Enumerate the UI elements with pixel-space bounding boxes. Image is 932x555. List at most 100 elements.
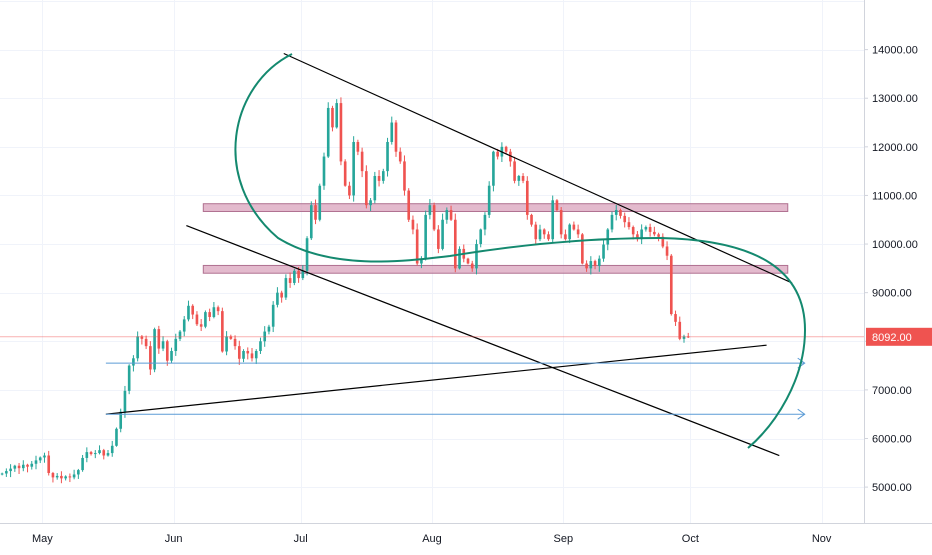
candle (470, 260, 474, 272)
candle-body (77, 470, 80, 475)
candle-body (458, 248, 461, 269)
candle (98, 445, 101, 455)
price-tick-label: 13000.00 (872, 93, 918, 105)
candle-body (47, 455, 51, 474)
candle (13, 464, 17, 472)
candle (153, 327, 156, 373)
candle (5, 468, 8, 477)
candle-body (509, 151, 512, 162)
candle (492, 150, 495, 192)
candle (21, 460, 25, 472)
candle (390, 116, 394, 145)
ascending-support-trendline[interactable] (105, 344, 767, 415)
candle (72, 469, 76, 480)
candle-body (93, 453, 97, 455)
candle (314, 199, 317, 225)
curve-layer (234, 53, 807, 449)
candle (182, 316, 186, 337)
candle (318, 183, 322, 222)
candle-body (144, 338, 148, 347)
candle (475, 239, 478, 275)
candle (686, 332, 690, 338)
candle (483, 212, 487, 236)
candle (517, 174, 521, 186)
candle-body (331, 107, 334, 128)
support-zone-drawing[interactable] (202, 264, 789, 274)
candle-body (263, 331, 267, 342)
time-axis[interactable]: May Jun Jul Aug Sep Oct Nov (0, 523, 932, 546)
candle (305, 236, 309, 276)
candle (619, 208, 622, 219)
candle-body (521, 176, 525, 181)
time-tick-label: Nov (812, 533, 832, 545)
candle-body (678, 321, 682, 339)
candle-body (174, 338, 178, 351)
candle (178, 330, 182, 341)
candle-body (610, 214, 614, 230)
candle-body (589, 261, 593, 269)
candle (68, 473, 72, 483)
candle (335, 99, 339, 129)
candle (627, 217, 631, 230)
candle-body (441, 219, 444, 249)
descending-lower-trendline[interactable] (186, 225, 780, 457)
candle-body (564, 234, 567, 240)
candle (140, 335, 144, 345)
candle (38, 456, 42, 464)
candle-body (572, 224, 576, 230)
candle (644, 225, 648, 232)
arrowhead-icon (797, 408, 806, 420)
candle-body (602, 244, 605, 259)
candle-body (322, 156, 326, 186)
candle-body (644, 227, 648, 230)
candle-body (394, 122, 398, 152)
candle (165, 339, 169, 366)
candle (293, 268, 296, 286)
candle-body (326, 107, 330, 157)
candle (610, 211, 614, 233)
candle-body (136, 336, 139, 359)
candle-body (89, 452, 93, 455)
candle-body (195, 314, 199, 325)
candle-body (140, 336, 144, 339)
candle (326, 102, 330, 158)
candle-body (43, 455, 46, 458)
candle-body (288, 278, 292, 283)
candle-body (271, 304, 275, 327)
candle (585, 260, 588, 272)
candle (237, 340, 241, 365)
resistance-zone-drawing[interactable] (202, 203, 789, 212)
candle (348, 181, 351, 200)
candle (509, 148, 512, 167)
descending-upper-trendline[interactable] (283, 52, 793, 284)
candle-body (483, 214, 487, 230)
candle-body (5, 471, 8, 474)
candle-body (428, 205, 432, 215)
candle (445, 207, 449, 224)
candle (538, 224, 542, 242)
candle (373, 171, 377, 204)
candle-body (606, 229, 610, 245)
candle (254, 349, 258, 365)
candle-body (356, 141, 360, 152)
price-tick-label: 14000.00 (872, 45, 918, 57)
candle (513, 156, 516, 184)
candle (623, 212, 627, 228)
candle-body (492, 151, 495, 186)
candle-body (123, 390, 127, 412)
candle (525, 176, 529, 220)
cup-curve-drawing[interactable] (234, 53, 807, 449)
price-axis[interactable]: 5000.006000.007000.008000.009000.0010000… (864, 0, 918, 523)
price-tick-label: 10000.00 (872, 239, 918, 251)
candle-body (669, 255, 673, 315)
candle-body (102, 450, 106, 456)
candle-body (72, 474, 76, 478)
candle (386, 137, 389, 177)
candle (85, 447, 89, 463)
price-tick-label: 12000.00 (872, 142, 918, 154)
candle-body (411, 219, 415, 230)
time-tick-label: Sep (554, 533, 574, 545)
candle-body (343, 161, 347, 186)
